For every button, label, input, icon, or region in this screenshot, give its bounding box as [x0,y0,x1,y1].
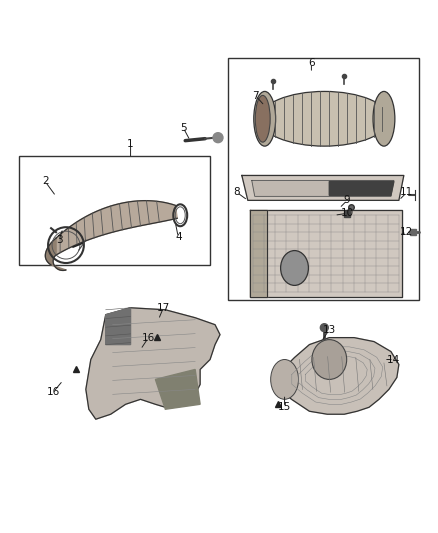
Ellipse shape [312,340,347,379]
Polygon shape [56,200,177,255]
Text: 12: 12 [400,227,413,237]
Text: 11: 11 [400,188,413,197]
Polygon shape [86,308,220,419]
Polygon shape [242,175,404,200]
Ellipse shape [260,92,389,146]
Polygon shape [155,369,200,409]
Text: 9: 9 [344,196,350,205]
Text: 2: 2 [42,176,49,187]
Bar [228,58,419,300]
Text: 16: 16 [142,333,155,343]
Text: 14: 14 [387,354,400,365]
Text: 17: 17 [157,303,170,313]
Circle shape [213,133,223,143]
Text: 4: 4 [175,232,182,242]
Ellipse shape [255,95,270,142]
Polygon shape [46,238,66,270]
Polygon shape [106,308,131,345]
Polygon shape [250,211,267,297]
Bar [19,156,210,265]
Polygon shape [278,337,399,414]
Polygon shape [250,211,402,297]
Text: 3: 3 [56,235,62,245]
Text: 10: 10 [341,208,354,219]
Ellipse shape [254,92,276,146]
Polygon shape [329,181,394,196]
Ellipse shape [281,251,308,285]
Text: 15: 15 [278,402,291,412]
Text: 6: 6 [308,58,315,68]
Text: 5: 5 [180,123,187,133]
Text: 13: 13 [323,325,336,335]
Text: 1: 1 [127,139,134,149]
Ellipse shape [271,360,298,399]
Ellipse shape [373,92,395,146]
Polygon shape [252,181,394,196]
Text: 7: 7 [252,91,259,101]
Circle shape [320,324,328,332]
Text: 16: 16 [46,387,60,397]
Text: 8: 8 [233,188,240,197]
